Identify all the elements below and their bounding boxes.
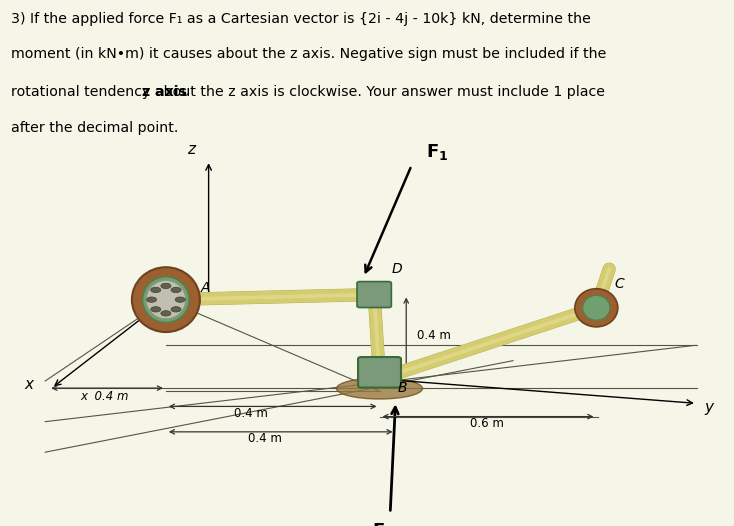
Ellipse shape (337, 378, 423, 399)
Text: z: z (186, 141, 195, 157)
Text: $\mathbf{F_1}$: $\mathbf{F_1}$ (426, 141, 448, 161)
Circle shape (150, 307, 161, 312)
Text: x  0.4 m: x 0.4 m (81, 390, 129, 403)
Circle shape (150, 287, 161, 292)
Circle shape (161, 283, 171, 289)
Ellipse shape (142, 277, 189, 322)
Text: 0.4 m: 0.4 m (248, 432, 282, 446)
Circle shape (147, 297, 156, 302)
Circle shape (175, 297, 185, 302)
Text: rotational tendency about the z axis is clockwise. Your answer must include 1 pl: rotational tendency about the z axis is … (11, 85, 605, 99)
Text: after the decimal point.: after the decimal point. (11, 121, 178, 135)
Text: moment (in kN•m) it causes about the z axis. Negative sign must be included if t: moment (in kN•m) it causes about the z a… (11, 47, 606, 61)
Text: B: B (397, 381, 407, 395)
Text: A: A (200, 281, 210, 295)
Circle shape (171, 287, 181, 292)
Text: 3) If the applied force F₁ as a Cartesian vector is {2i - 4j - 10k} kN, determin: 3) If the applied force F₁ as a Cartesia… (11, 12, 591, 26)
Circle shape (171, 307, 181, 312)
Text: 0.4 m: 0.4 m (417, 329, 451, 342)
Ellipse shape (575, 289, 618, 327)
FancyBboxPatch shape (357, 281, 391, 308)
Text: $\mathbf{F_2}$: $\mathbf{F_2}$ (372, 521, 394, 526)
Circle shape (161, 311, 171, 316)
Text: C: C (614, 277, 624, 291)
Text: 0.6 m: 0.6 m (470, 417, 504, 430)
Text: y: y (704, 400, 713, 414)
Ellipse shape (583, 296, 610, 320)
Text: x: x (25, 377, 34, 392)
Text: 0.4 m: 0.4 m (234, 407, 269, 420)
FancyBboxPatch shape (358, 357, 401, 388)
Ellipse shape (146, 280, 186, 319)
Text: z axis: z axis (142, 85, 187, 99)
Text: D: D (392, 262, 403, 276)
Ellipse shape (132, 267, 200, 332)
